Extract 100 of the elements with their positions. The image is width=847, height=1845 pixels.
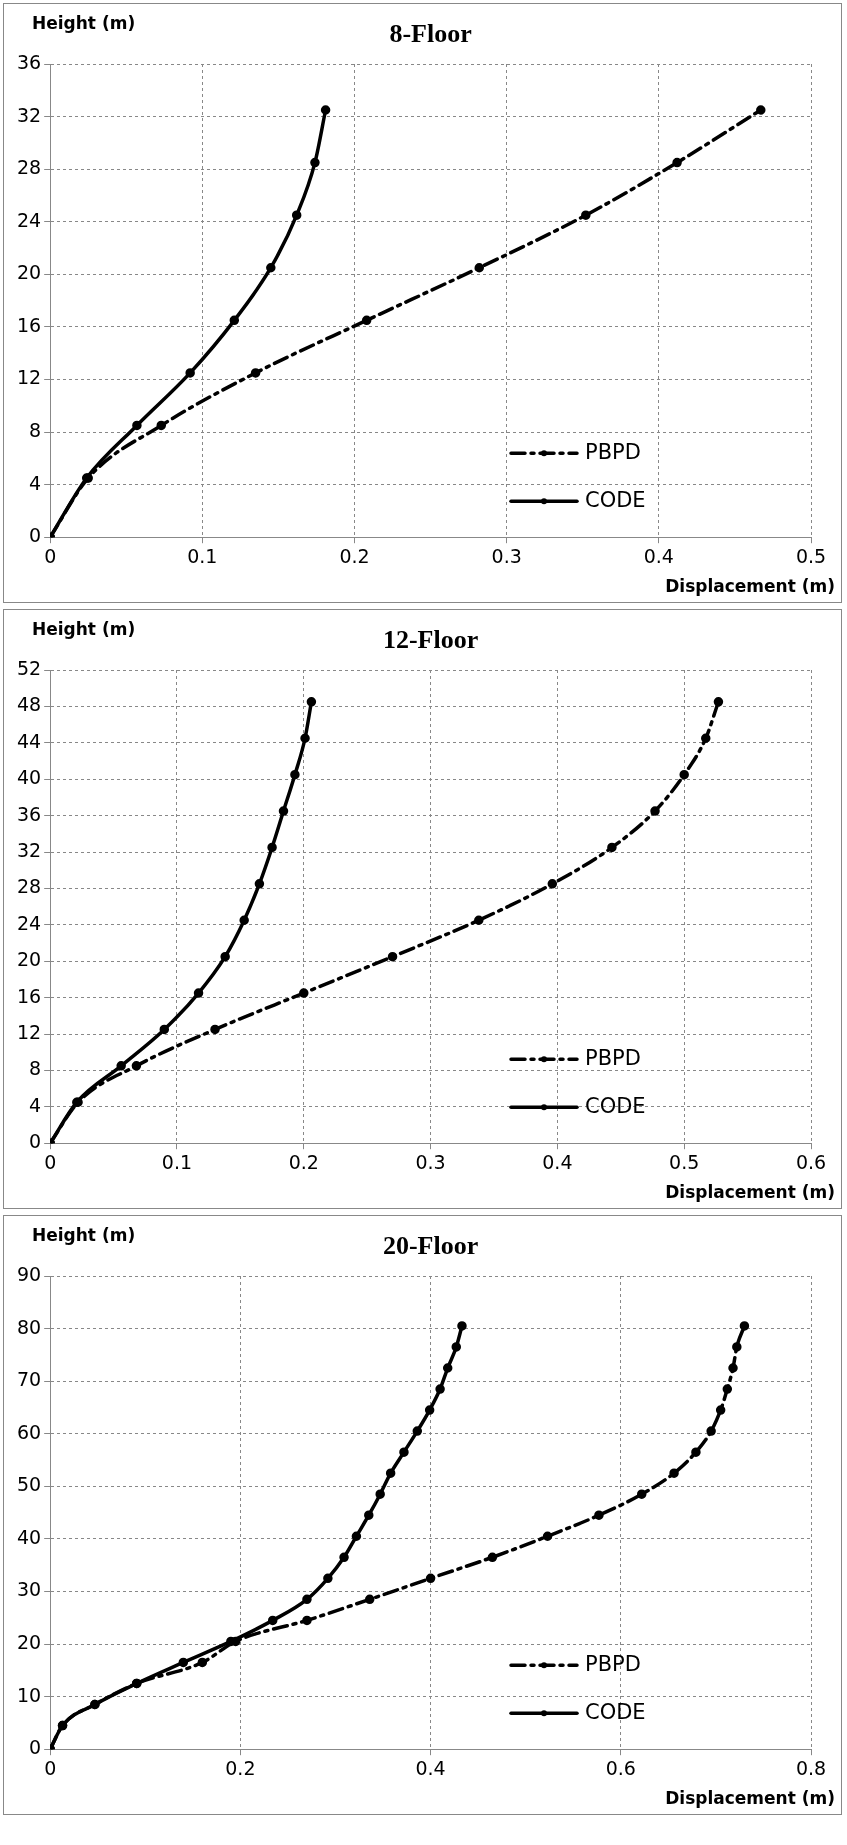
x-tick-label: 0 xyxy=(44,1756,57,1779)
x-tick-label: 0.4 xyxy=(542,1150,573,1173)
y-tick-label: 24 xyxy=(16,208,42,231)
point xyxy=(706,1426,716,1436)
x-tick-label: 0.5 xyxy=(795,544,827,567)
point xyxy=(412,1426,423,1436)
y-tick-label: 30 xyxy=(16,1578,42,1601)
y-tick-label: 40 xyxy=(16,1525,42,1548)
y-tick-label: 70 xyxy=(16,1368,42,1391)
y-tick-label: 80 xyxy=(16,1315,42,1338)
point xyxy=(424,1405,435,1415)
x-tick-label: 0.2 xyxy=(339,544,370,567)
point xyxy=(302,1615,312,1626)
x-tick-label: 0.2 xyxy=(225,1756,256,1779)
point xyxy=(728,1363,738,1373)
point xyxy=(351,1531,362,1542)
point xyxy=(399,1447,409,1457)
x-tick-label: 0.2 xyxy=(288,1150,319,1173)
point xyxy=(457,1321,467,1331)
point xyxy=(185,368,195,378)
point xyxy=(474,262,485,273)
point xyxy=(739,1321,750,1331)
point xyxy=(474,915,484,925)
x-tick-label: 0.8 xyxy=(795,1756,827,1779)
y-tick-label: 20 xyxy=(16,261,42,284)
point xyxy=(650,806,660,816)
point xyxy=(547,879,558,889)
y-axis-title: Height (m) xyxy=(32,12,136,33)
point xyxy=(581,210,591,220)
x-tick-label: 0 xyxy=(44,544,57,567)
y-tick-label: 50 xyxy=(16,1473,42,1496)
point xyxy=(131,1061,142,1071)
point xyxy=(229,315,240,326)
point xyxy=(435,1384,445,1394)
point xyxy=(715,1405,726,1415)
point xyxy=(542,1531,553,1542)
y-tick-label: 52 xyxy=(16,656,42,679)
y-tick-label: 16 xyxy=(16,984,42,1007)
x-tick-label: 0.4 xyxy=(643,544,674,567)
point xyxy=(302,1594,312,1605)
x-axis-title: Displacement (m) xyxy=(665,1787,835,1808)
chart-title: 8-Floor xyxy=(389,18,472,48)
point xyxy=(691,1447,701,1457)
y-tick-label: 32 xyxy=(16,838,42,861)
point xyxy=(607,842,617,853)
x-tick-label: 0.1 xyxy=(187,544,218,567)
point xyxy=(210,1024,220,1035)
legend-label: PBPD xyxy=(585,1045,641,1070)
point xyxy=(300,733,310,743)
legend-label: PBPD xyxy=(585,439,641,464)
point xyxy=(178,1657,189,1668)
y-tick-label: 4 xyxy=(29,1093,42,1116)
point xyxy=(679,769,689,780)
point xyxy=(339,1552,349,1563)
point xyxy=(254,879,265,889)
chart-title: 20-Floor xyxy=(382,1230,479,1260)
x-tick-label: 0.6 xyxy=(795,1150,827,1173)
x-tick-label: 0.5 xyxy=(669,1150,700,1173)
x-axis-title: Displacement (m) xyxy=(665,575,835,596)
point xyxy=(442,1363,453,1373)
y-tick-label: 60 xyxy=(16,1420,42,1443)
y-axis-title: Height (m) xyxy=(32,618,136,639)
point xyxy=(278,806,289,816)
x-tick-label: 0.3 xyxy=(491,544,522,567)
y-tick-label: 0 xyxy=(29,1130,42,1153)
point xyxy=(197,1657,208,1668)
point xyxy=(132,420,142,431)
y-tick-label: 40 xyxy=(16,766,42,789)
point xyxy=(156,420,167,431)
point xyxy=(323,1573,333,1584)
x-axis-title: Displacement (m) xyxy=(665,1181,835,1202)
y-tick-label: 12 xyxy=(16,1020,42,1043)
y-tick-label: 0 xyxy=(29,1736,42,1759)
y-tick-label: 36 xyxy=(16,802,42,825)
point xyxy=(239,915,249,925)
y-tick-label: 90 xyxy=(16,1262,42,1285)
point xyxy=(487,1552,498,1563)
point xyxy=(159,1024,170,1035)
point xyxy=(267,1615,278,1626)
y-tick-label: 0 xyxy=(29,524,42,547)
point xyxy=(451,1342,462,1352)
point xyxy=(220,951,230,962)
legend-label: CODE xyxy=(585,487,646,512)
y-tick-label: 8 xyxy=(29,1057,42,1080)
y-tick-label: 10 xyxy=(16,1683,42,1706)
y-tick-label: 28 xyxy=(16,875,42,898)
point xyxy=(669,1468,679,1478)
x-tick-label: 0.1 xyxy=(161,1150,193,1173)
point xyxy=(636,1489,647,1499)
point xyxy=(756,105,766,115)
point xyxy=(364,1594,375,1605)
legend-label: CODE xyxy=(585,1093,646,1118)
x-tick-label: 0 xyxy=(44,1150,57,1173)
y-tick-label: 8 xyxy=(29,418,42,441)
y-tick-label: 16 xyxy=(16,313,42,336)
legend-label: CODE xyxy=(585,1699,646,1724)
point xyxy=(290,769,300,780)
point xyxy=(320,105,331,115)
x-tick-label: 0.3 xyxy=(415,1150,446,1173)
point xyxy=(364,1510,374,1520)
